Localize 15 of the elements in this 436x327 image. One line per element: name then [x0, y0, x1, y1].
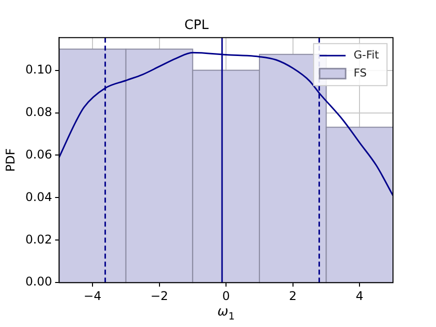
- x-tick-label: 2: [289, 288, 297, 303]
- y-axis-title: PDF: [3, 148, 18, 172]
- chart-title: CPL: [184, 18, 210, 34]
- x-tick-label: 4: [356, 288, 364, 303]
- y-tick-label: 0.04: [25, 190, 52, 204]
- y-tick-label: 0.08: [25, 104, 52, 119]
- y-tick-label: 0.00: [25, 274, 52, 289]
- x-tick-label: 0: [222, 288, 230, 303]
- legend-label: FS: [354, 66, 367, 80]
- x-tick-label: −2: [150, 288, 168, 303]
- legend-label: G-Fit: [354, 48, 380, 62]
- y-tick-label: 0.10: [25, 62, 52, 76]
- y-tick-label: 0.06: [25, 147, 52, 162]
- y-tick-label: 0.02: [25, 232, 52, 246]
- x-tick-label: −4: [84, 288, 102, 303]
